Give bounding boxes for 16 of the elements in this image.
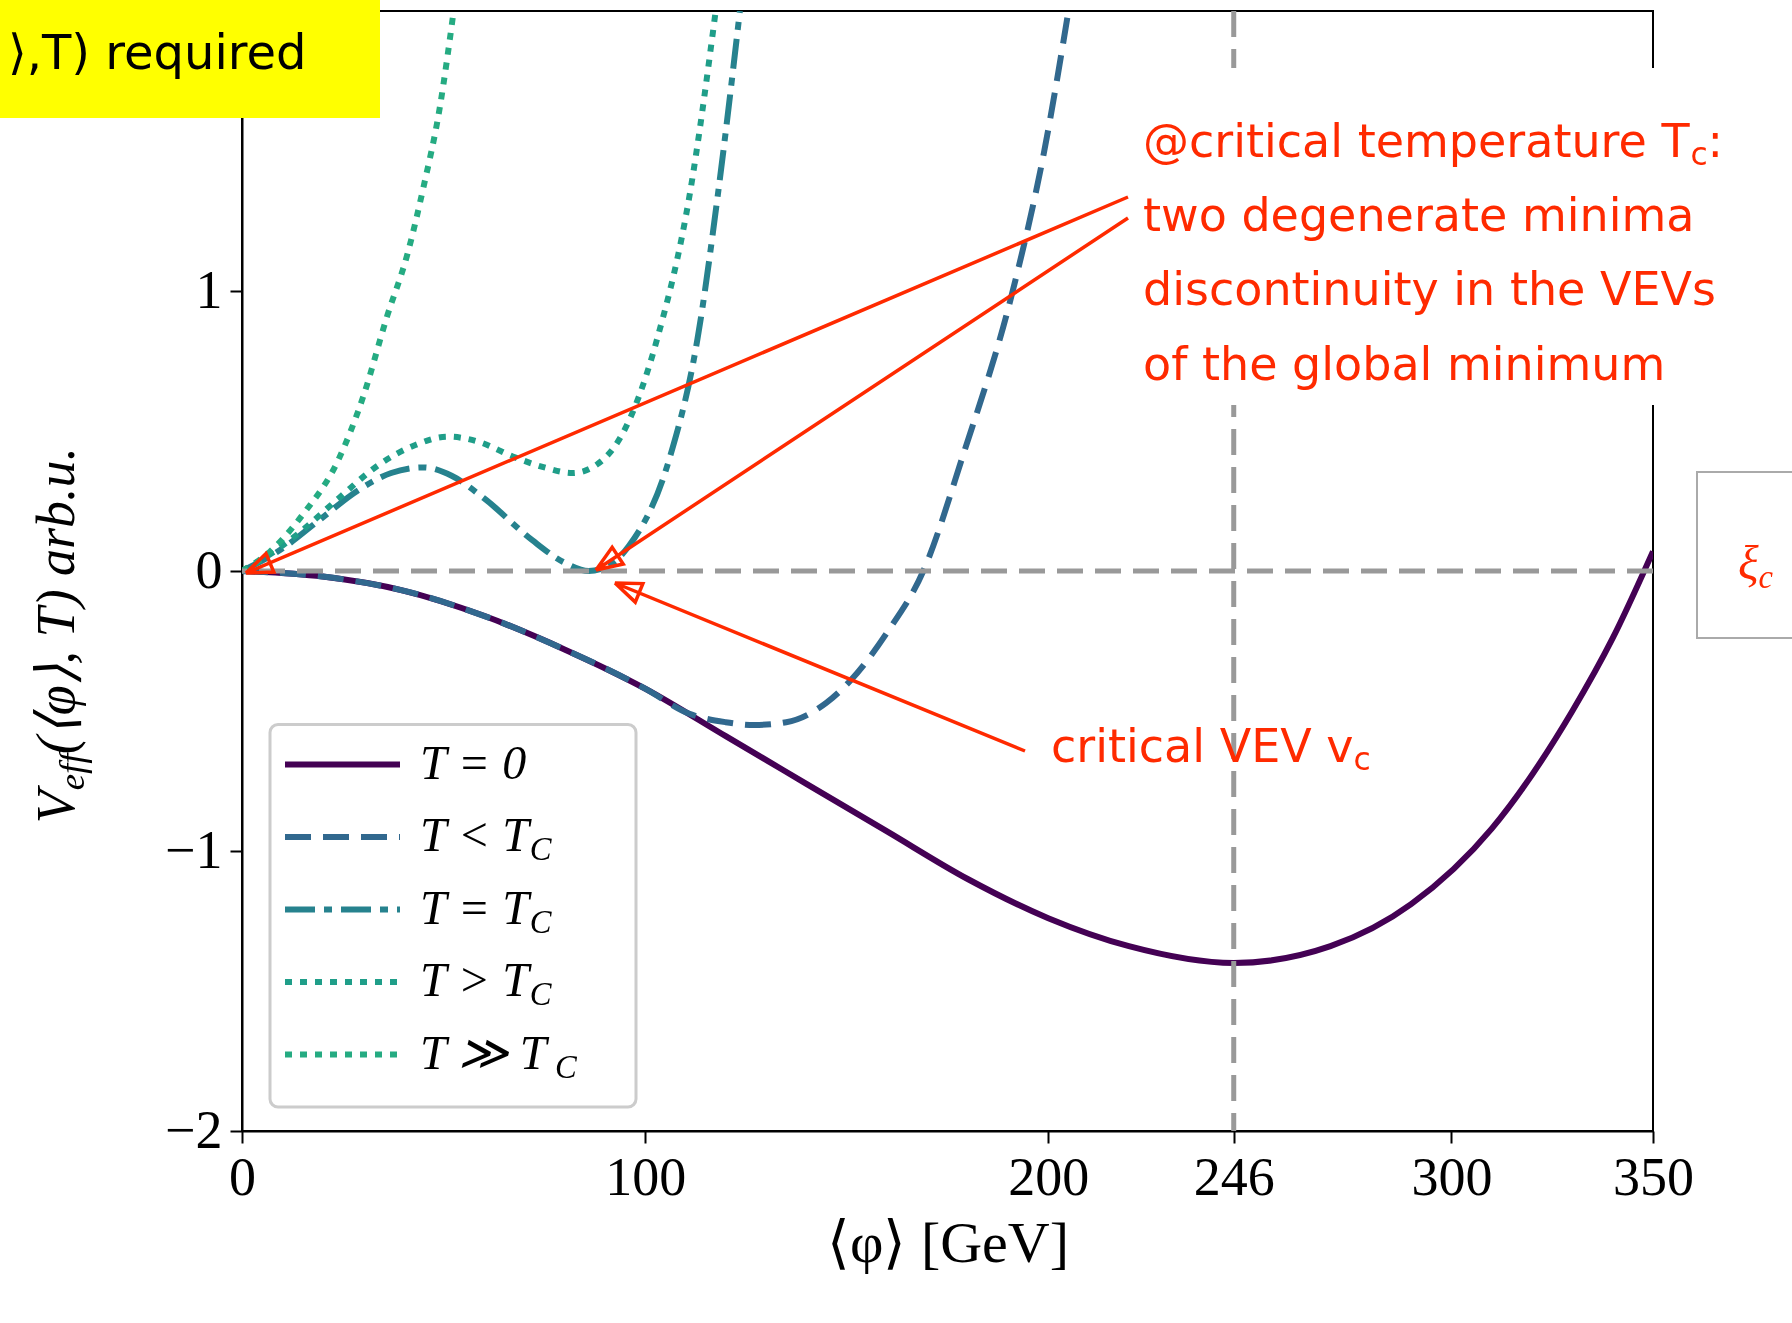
annotation: of the global minimum: [1143, 337, 1666, 391]
x-tick-label: 200: [1008, 1146, 1090, 1207]
x-axis-title: ⟨φ⟩ [GeV]: [826, 1209, 1070, 1275]
y-axis-title: Veff(⟨φ⟩, T) arb.u.: [26, 446, 93, 824]
x-tick-label: 100: [605, 1146, 687, 1207]
y-tick-label: 0: [195, 539, 223, 600]
y-tick-label: −2: [165, 1099, 223, 1160]
x-tick-label: 350: [1613, 1146, 1694, 1207]
y-tick-label: 1: [195, 259, 223, 320]
legend-label: T = 0: [420, 735, 527, 789]
x-tick-label: 300: [1411, 1146, 1493, 1207]
annotation: two degenerate minima: [1143, 188, 1695, 242]
y-tick-label: −1: [165, 819, 223, 880]
x-tick-label: 246: [1193, 1146, 1275, 1207]
annotation: discontinuity in the VEVs: [1143, 262, 1716, 316]
annotation: ⟩,T) required: [8, 24, 307, 80]
